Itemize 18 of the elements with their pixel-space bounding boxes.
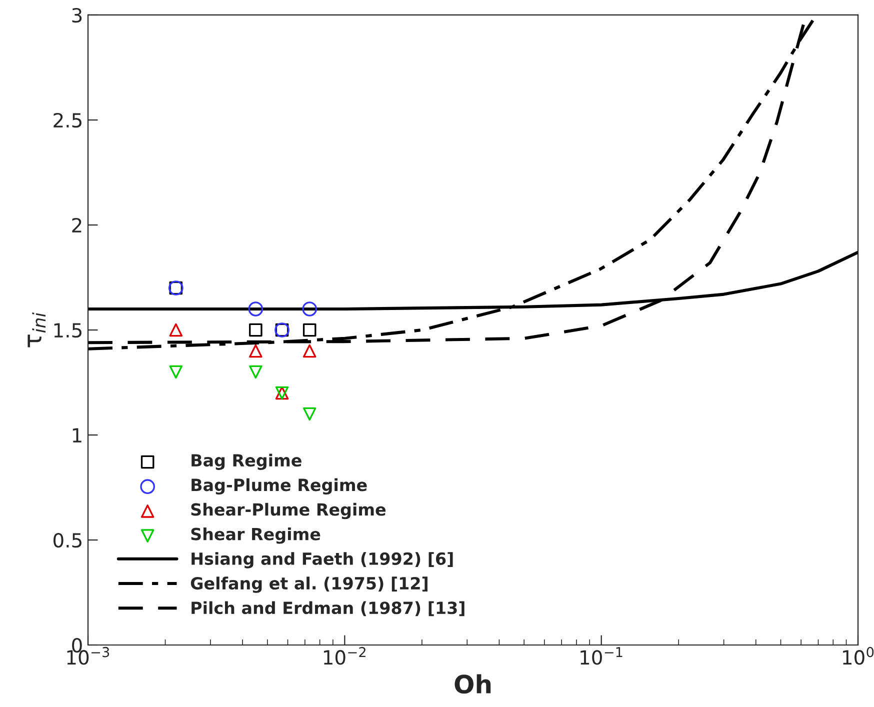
x-tick-label: 10$^{−1}$	[580, 647, 622, 665]
legend-label: Bag-Plume Regime	[192, 478, 367, 495]
legend-label: Bag Regime	[192, 454, 302, 470]
y-tick-label: 1.5	[54, 323, 82, 338]
x-axis-title: Oh	[454, 674, 491, 694]
legend-label: Pilch and Erdman (1987) [13]	[192, 601, 464, 616]
legend-label: Shear Regime	[191, 527, 320, 544]
x-tick-label: 10$^{−2}$	[324, 646, 366, 665]
legend-label: Gelfang et al. (1975) [12]	[190, 576, 428, 593]
y-tick-label: 2	[72, 218, 82, 232]
y-tick-label: 2.5	[54, 112, 82, 128]
y-axis-title: τ$_{ini}$	[28, 312, 46, 348]
y-tick-label: 3	[72, 8, 82, 23]
x-tick-label: 10$^{0}$	[843, 646, 874, 665]
legend-label: Hsiang and Faeth (1992) [6]	[192, 552, 453, 568]
y-tick-label: 0.5	[54, 532, 82, 548]
y-tick-label: 1	[72, 428, 82, 442]
legend-label: Shear-Plume Regime	[191, 502, 386, 520]
